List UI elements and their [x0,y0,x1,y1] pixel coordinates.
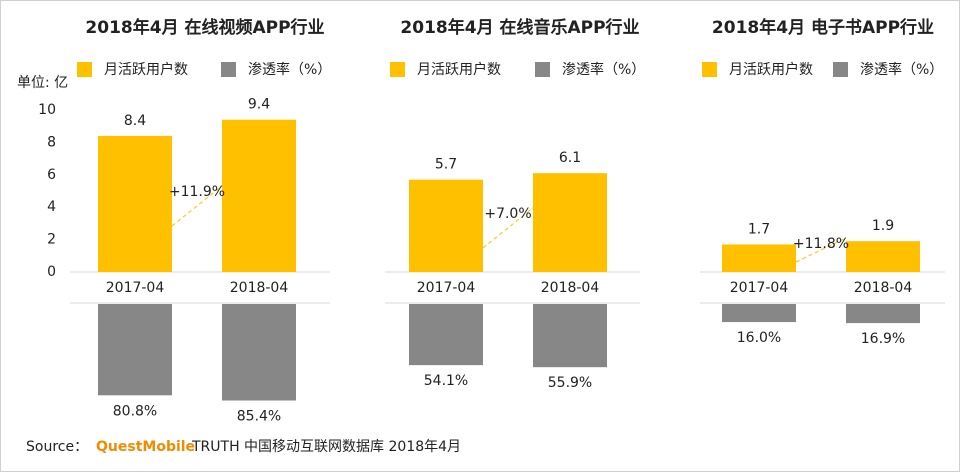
bar [98,135,172,272]
annotation: +11.9% [169,184,225,200]
bar [409,179,483,272]
legend-swatch [390,62,405,77]
annotation: +11.8% [793,236,849,252]
panel-title: 2018年4月 电子书APP行业 [712,17,934,38]
bar [222,304,296,401]
bar [846,304,920,324]
value-label: 16.0% [737,330,781,346]
legend-swatch [77,62,92,77]
bar [533,173,607,272]
bar [846,241,920,272]
value-label: 8.4 [124,113,146,129]
legend-swatch [221,62,236,77]
y-tick-label: 10 [38,102,56,118]
bar [98,304,172,396]
bar [722,304,796,323]
y-tick-label: 0 [47,264,56,280]
legend-label: 渗透率（%） [860,61,943,78]
y-tick-label: 6 [47,167,56,183]
legend-label: 月活跃用户数 [729,61,813,78]
x-tick-label: 2018-04 [854,280,913,296]
value-label: 9.4 [248,97,270,113]
legend-swatch [535,62,550,77]
value-label: 55.9% [548,375,592,391]
x-tick-label: 2017-04 [106,280,165,296]
bar [222,119,296,272]
growth-line [795,237,847,263]
legend-swatch [702,62,717,77]
value-label: 54.1% [424,373,468,389]
source-label: Source： [26,439,88,455]
growth-line [171,185,223,227]
growth-line [482,207,534,249]
bar [722,244,796,272]
bar [533,304,607,368]
bar [409,304,483,366]
value-label: 6.1 [559,150,581,166]
value-label: 16.9% [861,331,905,347]
legend-label: 渗透率（%） [562,61,645,78]
panel-title: 2018年4月 在线视频APP行业 [85,17,324,38]
x-tick-label: 2017-04 [730,280,789,296]
x-tick-label: 2018-04 [230,280,289,296]
legend-label: 月活跃用户数 [104,61,188,78]
source-text: TRUTH 中国移动互联网数据库 2018年4月 [191,439,461,455]
value-label: 85.4% [237,409,281,425]
source-brand: QuestMobile [96,439,195,455]
y-tick-label: 4 [47,199,56,215]
y-tick-label: 8 [47,134,56,150]
annotation: +7.0% [484,206,531,222]
legend-label: 月活跃用户数 [417,61,501,78]
value-label: 1.7 [748,221,770,237]
panel-title: 2018年4月 在线音乐APP行业 [400,17,639,38]
y-tick-label: 2 [47,232,56,248]
value-label: 80.8% [113,403,157,419]
x-tick-label: 2017-04 [417,280,476,296]
value-label: 1.9 [872,218,894,234]
value-label: 5.7 [435,157,457,173]
y-axis-label: 单位: 亿 [17,75,68,91]
x-tick-label: 2018-04 [541,280,600,296]
legend-label: 渗透率（%） [248,61,331,78]
legend-swatch [833,62,848,77]
